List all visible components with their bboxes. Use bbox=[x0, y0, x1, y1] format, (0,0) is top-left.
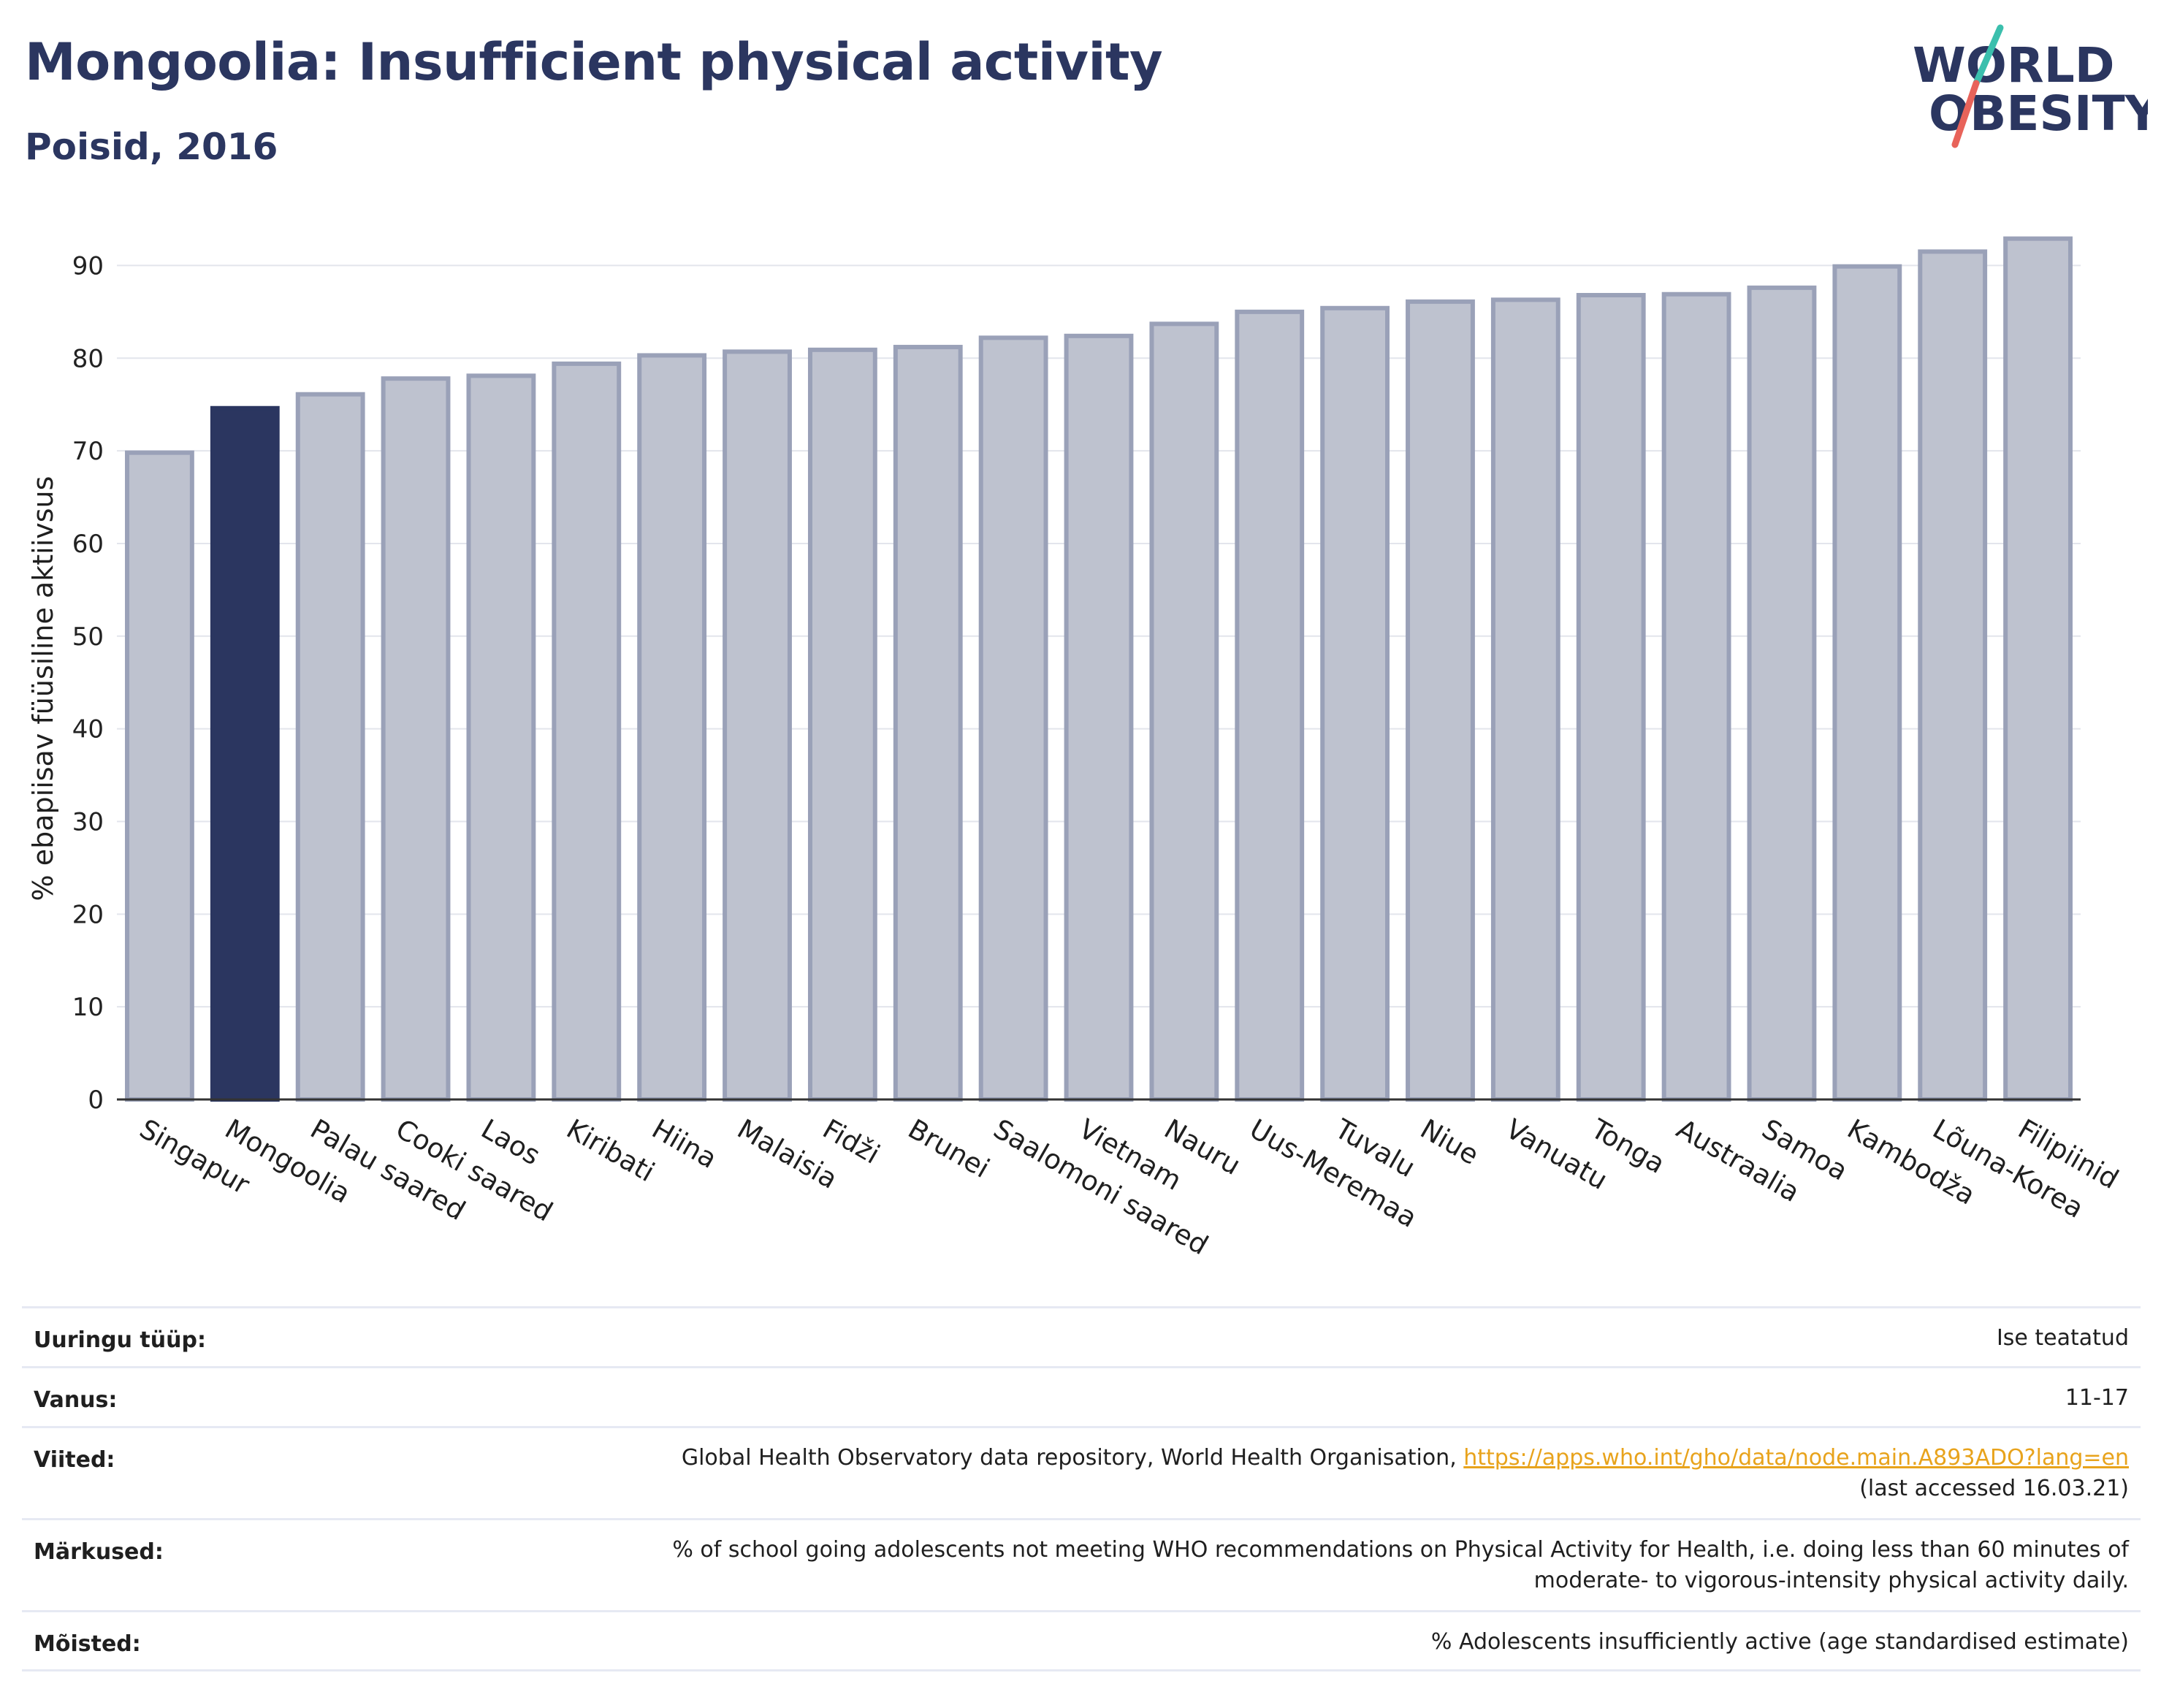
y-tick-label: 80 bbox=[72, 344, 104, 373]
bar-saalomoni-saared bbox=[978, 335, 1048, 1102]
meta-value: % Adolescents insufficiently active (age… bbox=[1430, 1629, 2129, 1655]
x-tick-label: Niue bbox=[1415, 1113, 1484, 1171]
chart-subtitle: Poisid, 2016 bbox=[25, 126, 278, 168]
y-tick-label: 30 bbox=[72, 807, 104, 836]
bar-mongoolia bbox=[210, 405, 280, 1102]
bar-uus-meremaa bbox=[1235, 309, 1305, 1102]
notes-line2: moderate- to vigorous-intensity physical… bbox=[1533, 1568, 2129, 1593]
bar-laos bbox=[466, 373, 536, 1102]
bar-singapur bbox=[125, 450, 194, 1102]
bar-niue bbox=[1406, 299, 1475, 1102]
bar-nauru bbox=[1149, 321, 1219, 1102]
world-obesity-logo: WORLD OBESITY bbox=[1913, 24, 2148, 148]
bar-lõuna-korea bbox=[1918, 249, 1988, 1102]
y-tick-label: 0 bbox=[88, 1086, 104, 1115]
meta-value: 11-17 bbox=[2065, 1385, 2129, 1411]
notes-line1: % of school going adolescents not meetin… bbox=[672, 1537, 2129, 1563]
chart-title: Mongoolia: Insufficient physical activit… bbox=[25, 32, 1163, 92]
meta-row-references: Viited: Global Health Observatory data r… bbox=[22, 1426, 2141, 1518]
meta-row-age: Vanus: 11-17 bbox=[22, 1366, 2141, 1426]
meta-label: Mõisted: bbox=[34, 1631, 141, 1657]
meta-row-notes: Märkused: % of school going adolescents … bbox=[22, 1518, 2141, 1610]
reference-text: Global Health Observatory data repositor… bbox=[681, 1445, 1464, 1471]
y-tick-label: 10 bbox=[72, 993, 104, 1022]
meta-row-definitions: Mõisted: % Adolescents insufficiently ac… bbox=[22, 1610, 2141, 1671]
y-tick-label: 50 bbox=[72, 622, 104, 652]
bar-samoa bbox=[1747, 285, 1817, 1102]
bar-tuvalu bbox=[1320, 305, 1390, 1102]
meta-label: Viited: bbox=[34, 1447, 115, 1473]
y-tick-label: 60 bbox=[72, 530, 104, 559]
logo-line1: WORLD bbox=[1913, 37, 2115, 94]
bar-palau-saared bbox=[295, 392, 365, 1102]
meta-value: Global Health Observatory data repositor… bbox=[682, 1443, 2129, 1504]
reference-link[interactable]: https://apps.who.int/gho/data/node.main.… bbox=[1463, 1445, 2129, 1471]
bar-kambodža bbox=[1832, 264, 1902, 1102]
meta-value: % of school going adolescents not meetin… bbox=[672, 1535, 2129, 1596]
meta-label: Märkused: bbox=[34, 1539, 164, 1565]
bar-chart: 0 10 20 30 40 50 60 70 80 90 SingapurMongooliaPal… bbox=[27, 236, 2124, 1261]
bar-malaisia bbox=[723, 349, 792, 1102]
bar-tonga bbox=[1576, 293, 1646, 1102]
bar-vanuatu bbox=[1490, 297, 1560, 1102]
meta-value: Ise teatatud bbox=[1996, 1325, 2129, 1351]
bars bbox=[125, 236, 2073, 1102]
bar-cooki-saared bbox=[381, 376, 451, 1102]
y-tick-label: 40 bbox=[72, 715, 104, 744]
x-tick-label: Brunei bbox=[903, 1113, 995, 1185]
bar-vietnam bbox=[1064, 333, 1134, 1102]
bar-fidži bbox=[807, 347, 877, 1102]
y-axis-label: % ebapiisav füüsiline aktiivsus bbox=[27, 476, 59, 901]
x-tick-label: Hiina bbox=[647, 1113, 722, 1175]
metadata-table: Uuringu tüüp: Ise teatatud Vanus: 11-17 … bbox=[22, 1306, 2141, 1671]
y-tick-labels: 0 10 20 30 40 50 60 70 80 90 bbox=[72, 251, 104, 1115]
bar-kiribati bbox=[552, 361, 622, 1102]
bar-brunei bbox=[893, 345, 963, 1102]
logo-slash-bottom bbox=[1951, 80, 1980, 148]
reference-accessed: (last accessed 16.03.21) bbox=[1859, 1476, 2129, 1501]
bar-filipiinid bbox=[2003, 236, 2073, 1102]
y-tick-label: 70 bbox=[72, 437, 104, 466]
meta-label: Uuringu tüüp: bbox=[34, 1327, 206, 1353]
y-tick-label: 90 bbox=[72, 251, 104, 281]
x-tick-label: Kiribati bbox=[561, 1113, 660, 1189]
logo-slash-top bbox=[1973, 24, 2004, 87]
bar-austraalia bbox=[1661, 291, 1731, 1102]
y-tick-label: 20 bbox=[72, 900, 104, 929]
meta-label: Vanus: bbox=[34, 1387, 118, 1413]
bar-hiina bbox=[637, 353, 707, 1102]
meta-row-survey-type: Uuringu tüüp: Ise teatatud bbox=[22, 1306, 2141, 1366]
